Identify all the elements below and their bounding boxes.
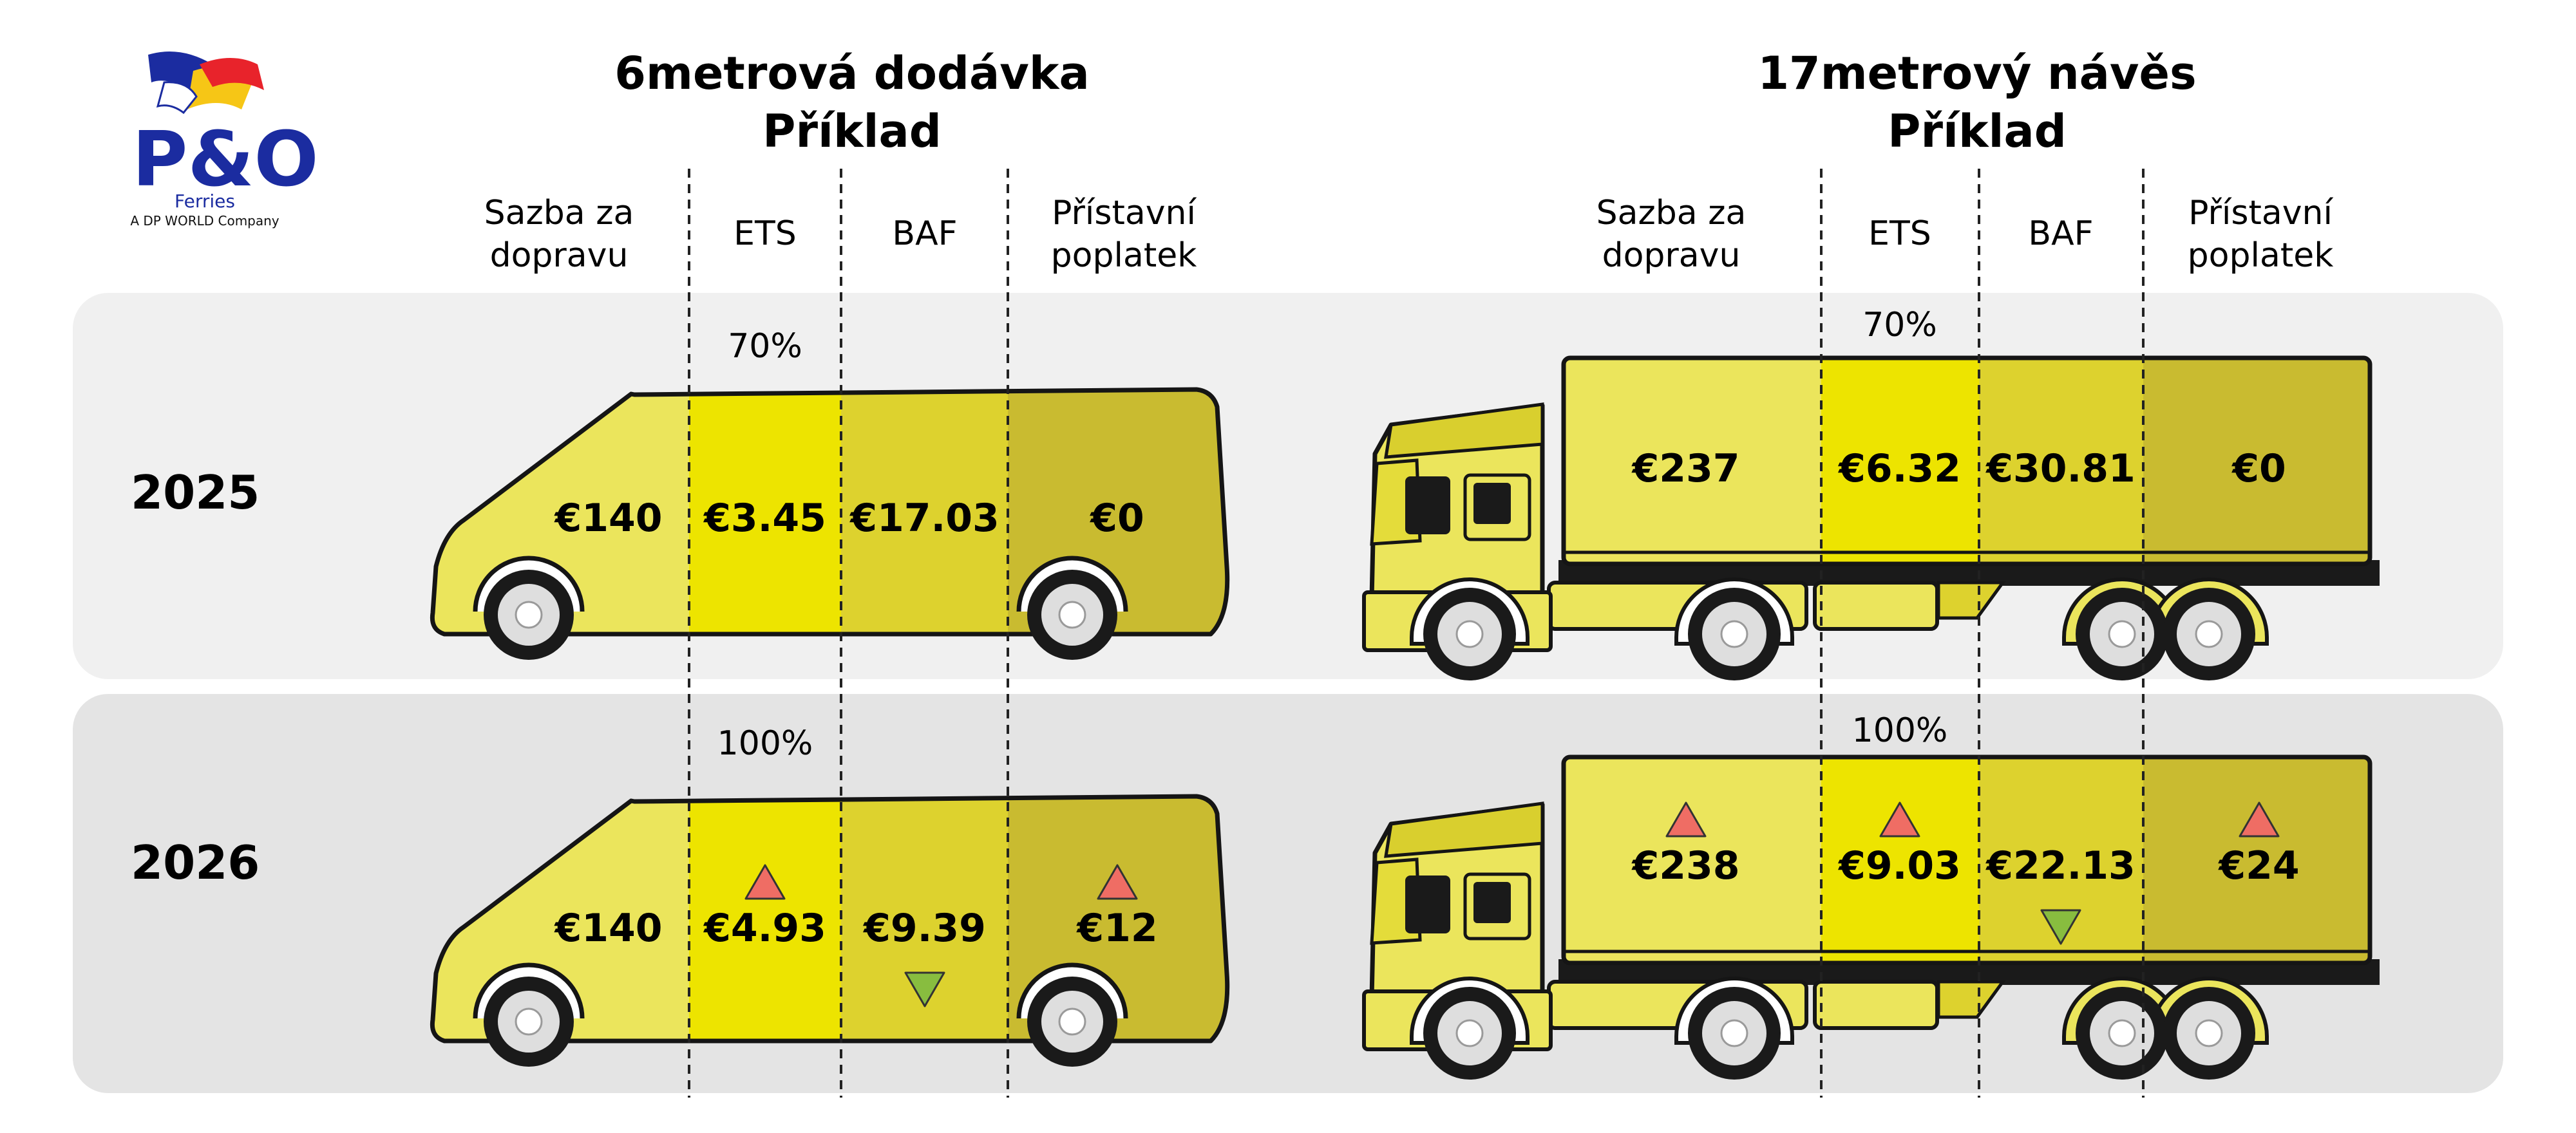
- truck-title-line1: 17metrový návěs: [1757, 47, 2196, 100]
- van-price-2025-3: €0: [1089, 496, 1144, 541]
- logo-tagline: A DP WORLD Company: [130, 213, 279, 229]
- truck-title-line2: Příklad: [1888, 105, 2067, 158]
- van-price-2026-0: €140: [554, 906, 663, 951]
- truck-header-0: Sazba za dopravu: [1596, 194, 1747, 275]
- price-labels: €140 €3.45 €17.03 €0 €237 €6.32 €30.81 €0 €140 €4…: [554, 446, 2300, 1007]
- truck-ets-percent-2025: 70%: [1862, 306, 1937, 344]
- van-up-arrow-icon-2026-3: [1097, 864, 1138, 900]
- truck-price-2025-1: €6.32: [1837, 446, 1961, 491]
- column-headers: Sazba za dopravu ETS BAF Přístavní poplatek Sa…: [484, 194, 2334, 275]
- truck-price-2026-2: €22.13: [1985, 843, 2136, 888]
- van-header-0: Sazba za dopravu: [484, 194, 634, 275]
- van-price-2026-3: €12: [1075, 906, 1157, 951]
- logo-sub: Ferries: [175, 191, 235, 212]
- van-ets-percent-2025: 70%: [728, 327, 802, 366]
- van-ets-percent-2026: 100%: [717, 724, 813, 763]
- truck-down-arrow-icon-2026-2: [2040, 909, 2081, 945]
- van-down-arrow-icon-2026-2: [904, 971, 945, 1007]
- van-price-2025-2: €17.03: [849, 496, 999, 541]
- column-separators: [688, 169, 2145, 1098]
- van-header-1: ETS: [734, 214, 797, 253]
- truck-price-2025-2: €30.81: [1985, 446, 2136, 491]
- truck-header-3: Přístavní poplatek: [2188, 194, 2334, 275]
- truck-header-1: ETS: [1868, 214, 1931, 253]
- van-header-2: BAF: [892, 214, 957, 253]
- year-label-2026: 2026: [131, 836, 260, 890]
- van-header-3: Přístavní poplatek: [1051, 194, 1197, 275]
- logo-name: P&O: [132, 115, 319, 203]
- van-up-arrow-icon-2026-1: [744, 864, 786, 900]
- van-title-line2: Příklad: [762, 105, 942, 158]
- flag-icon: [148, 52, 264, 115]
- truck-ets-percent-2026: 100%: [1852, 711, 1948, 750]
- year-label-2025: 2025: [131, 465, 260, 520]
- truck-price-2026-3: €24: [2217, 843, 2299, 888]
- van-price-2026-1: €4.93: [703, 906, 826, 951]
- truck-price-2025-3: €0: [2231, 446, 2286, 491]
- van-price-2025-0: €140: [554, 496, 663, 541]
- truck-up-arrow-icon-2026-3: [2239, 801, 2280, 838]
- van-price-2025-1: €3.45: [703, 496, 826, 541]
- truck-up-arrow-icon-2026-1: [1879, 801, 1920, 838]
- truck-price-2026-0: €238: [1631, 843, 1740, 888]
- van-price-2026-2: €9.39: [862, 906, 986, 951]
- truck-up-arrow-icon-2026-0: [1665, 801, 1707, 838]
- po-ferries-logo: P&O Ferries A DP WORLD Company: [130, 52, 319, 229]
- truck-header-2: BAF: [2028, 214, 2093, 253]
- van-title-line1: 6metrová dodávka: [614, 47, 1089, 100]
- truck-price-2025-0: €237: [1631, 446, 1740, 491]
- truck-price-2026-1: €9.03: [1837, 843, 1961, 888]
